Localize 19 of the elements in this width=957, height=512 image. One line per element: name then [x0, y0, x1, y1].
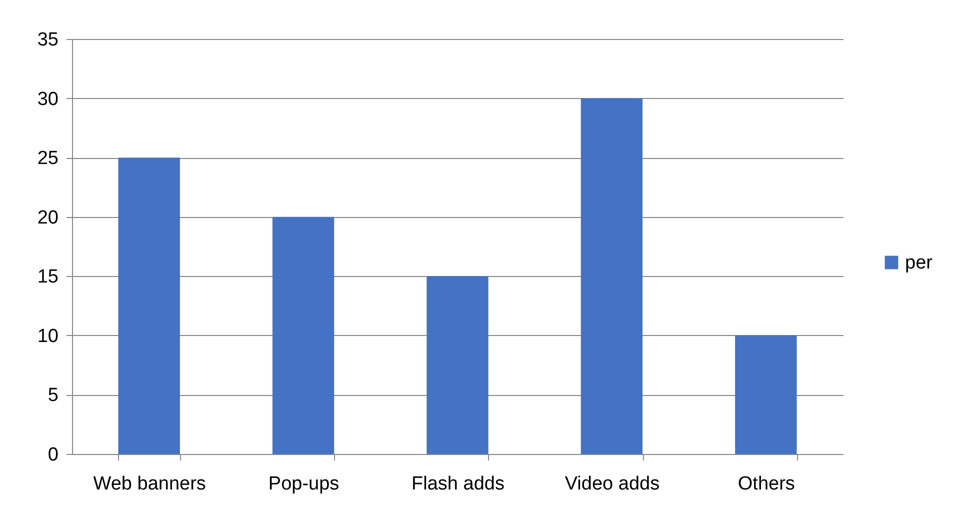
y-tick-label: 5	[48, 385, 58, 406]
y-tick-label: 30	[37, 88, 58, 110]
y-tick-label: 15	[37, 266, 58, 288]
x-tick-label: Flash adds	[412, 474, 504, 494]
x-tick-label: Video adds	[564, 474, 660, 494]
x-tick-label: Others	[738, 474, 795, 494]
y-tick-label: 20	[37, 207, 58, 228]
x-tick-label: Pop-ups	[268, 474, 340, 494]
legend-label: per	[905, 252, 934, 274]
y-tick-label: 25	[37, 148, 58, 170]
bar	[735, 335, 797, 454]
bar	[426, 276, 488, 454]
y-tick-label: 0	[48, 444, 58, 466]
y-tick-label: 35	[37, 30, 58, 50]
y-tick-label: 10	[37, 326, 58, 347]
bar	[272, 216, 334, 454]
bar	[118, 158, 180, 454]
x-tick-label: Web banners	[93, 474, 206, 494]
bar	[580, 98, 643, 454]
